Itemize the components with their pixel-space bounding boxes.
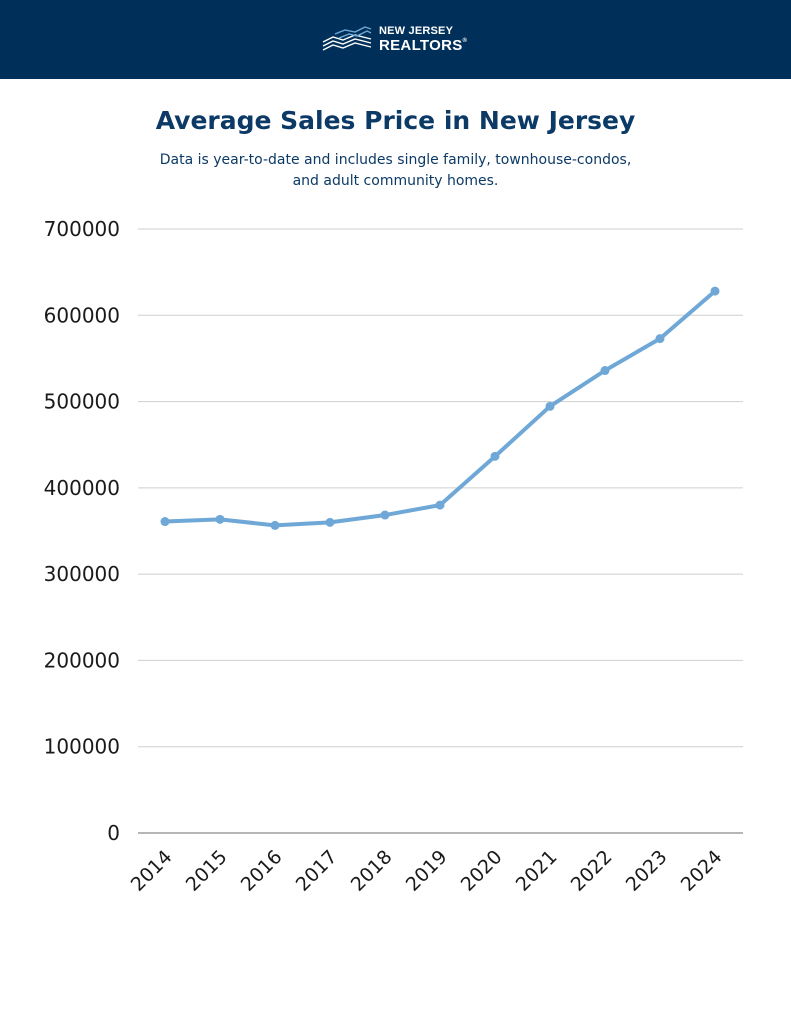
x-tick-label: 2021 bbox=[512, 846, 562, 896]
logo-line-2: REALTORS bbox=[379, 36, 463, 54]
data-point[interactable] bbox=[600, 366, 610, 376]
data-point[interactable] bbox=[215, 514, 225, 524]
new-jersey-realtors-logo[interactable]: NEW JERSEY REALTORS® bbox=[321, 22, 467, 56]
building-skyline-icon bbox=[322, 26, 372, 51]
y-tick-label: 500000 bbox=[44, 390, 120, 414]
x-tick-label: 2024 bbox=[677, 846, 727, 896]
x-tick-label: 2014 bbox=[127, 846, 177, 896]
x-tick-label: 2020 bbox=[457, 846, 507, 896]
data-point[interactable] bbox=[490, 451, 500, 461]
data-point[interactable] bbox=[435, 500, 445, 510]
y-tick-label: 0 bbox=[107, 821, 120, 845]
chart-title: Average Sales Price in New Jersey bbox=[155, 106, 636, 135]
logo-line-1: NEW JERSEY bbox=[379, 24, 454, 37]
chart-subtitle: Data is year-to-date and includes single… bbox=[100, 150, 691, 192]
series-line bbox=[163, 289, 717, 528]
data-point[interactable] bbox=[380, 510, 390, 520]
x-tick-label: 2019 bbox=[402, 846, 452, 896]
x-tick-label: 2016 bbox=[237, 846, 287, 896]
x-tick-label: 2022 bbox=[567, 846, 617, 896]
subtitle-line-2: and adult community homes. bbox=[292, 173, 499, 189]
subtitle-line-1: Data is year-to-date and includes single… bbox=[159, 152, 632, 168]
registered-mark: ® bbox=[462, 37, 468, 44]
y-tick-label: 300000 bbox=[44, 562, 120, 586]
y-tick-label: 100000 bbox=[44, 735, 120, 759]
data-point[interactable] bbox=[655, 334, 665, 344]
data-point[interactable] bbox=[325, 517, 335, 527]
x-tick-label: 2017 bbox=[292, 846, 342, 896]
y-tick-label: 700000 bbox=[44, 217, 120, 241]
data-point[interactable] bbox=[160, 517, 170, 527]
data-point[interactable] bbox=[545, 401, 555, 411]
y-tick-label: 600000 bbox=[44, 303, 120, 327]
data-point[interactable] bbox=[710, 286, 720, 296]
y-tick-label: 400000 bbox=[44, 476, 120, 500]
header-bar: NEW JERSEY REALTORS® bbox=[0, 0, 791, 79]
x-tick-label: 2023 bbox=[622, 846, 672, 896]
x-tick-label: 2018 bbox=[347, 846, 397, 896]
x-tick-label: 2015 bbox=[182, 846, 232, 896]
data-point[interactable] bbox=[270, 520, 280, 530]
y-tick-label: 200000 bbox=[44, 648, 120, 672]
